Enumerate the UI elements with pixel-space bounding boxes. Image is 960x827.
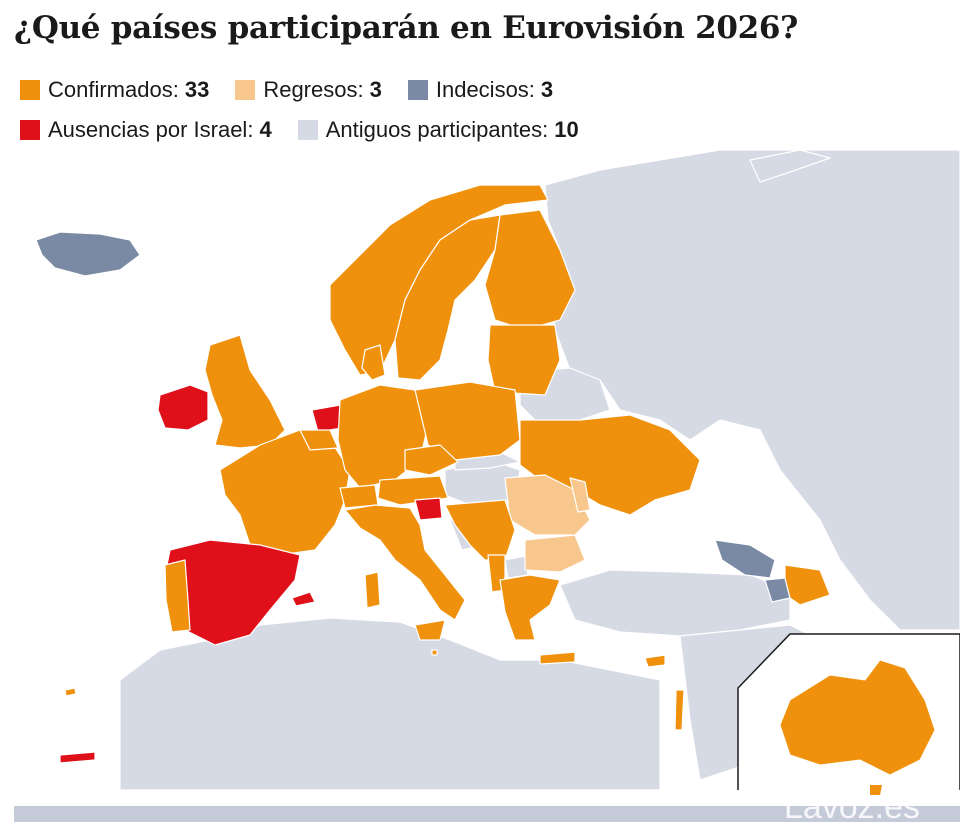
region-romania [504,474,591,536]
footer-bar [14,806,960,822]
legend-item-undecided: Indecisos: 3 [407,77,554,103]
region-switzerland [339,484,379,509]
region-azerbaijan [784,564,831,606]
map-title: ¿Qué países participarán en Eurovisión 2… [14,10,799,46]
legend-row-2: Ausencias por Israel: 4 Antiguos partici… [20,110,920,150]
australia-inset [737,633,960,795]
region-czechia [404,444,459,476]
region-uk [204,334,286,449]
region-germany [337,384,429,489]
region-turkey [559,569,791,637]
region-italy [344,504,466,621]
legend-count-returning: 3 [369,77,382,102]
region-canaries [59,751,96,764]
region-novaya-zemlya [749,150,831,183]
region-australia [779,659,936,776]
region-cyprus [644,654,666,668]
region-belgium [299,429,339,451]
legend-label-undecided: Indecisos: [435,77,535,102]
legend-swatch-absent-israel [20,120,40,140]
legend-item-confirmed: Confirmados: 33 [20,77,209,103]
region-north-africa [119,617,661,791]
region-madeira [64,687,77,697]
region-georgia [714,539,776,579]
region-sicily [414,619,446,641]
region-tasmania [870,785,882,795]
legend-count-former: 10 [554,117,579,142]
legend-label-returning: Regresos: [263,77,364,102]
region-sardinia [364,571,381,609]
legend-item-returning: Regresos: 3 [235,77,382,103]
legend-count-undecided: 3 [540,77,554,102]
legend-label-confirmed: Confirmados: [48,77,179,102]
region-ireland [157,384,209,431]
region-moldova [569,477,591,513]
legend-item-absent-israel: Ausencias por Israel: 4 [20,117,272,143]
region-slovenia [414,497,443,521]
region-israel [674,689,685,731]
legend: Confirmados: 33 Regresos: 3 Indecisos: 3… [20,70,920,150]
legend-count-absent-israel: 4 [259,117,272,142]
region-russia [544,150,960,631]
region-denmark [361,344,386,381]
legend-swatch-returning [235,80,256,100]
region-iceland [35,231,141,277]
region-balearics [291,591,316,607]
legend-item-former: Antiguos participantes: 10 [297,117,579,143]
legend-row-1: Confirmados: 33 Regresos: 3 Indecisos: 3 [20,70,920,110]
legend-swatch-undecided [407,80,428,100]
region-crete [539,651,576,665]
legend-swatch-former [297,120,318,140]
europe-map [35,150,960,795]
legend-label-absent-israel: Ausencias por Israel: [48,117,254,142]
region-netherlands [311,404,343,433]
legend-swatch-confirmed [20,80,40,100]
region-malta [431,649,438,656]
legend-count-confirmed: 33 [184,77,210,102]
watermark-logo: Lavoz.es [783,788,920,826]
legend-label-former: Antiguos participantes: [325,117,549,142]
region-greece [499,574,561,641]
region-sweden [394,214,501,381]
region-bulgaria [524,534,586,573]
region-portugal [164,559,191,633]
region-baltics [487,324,561,396]
